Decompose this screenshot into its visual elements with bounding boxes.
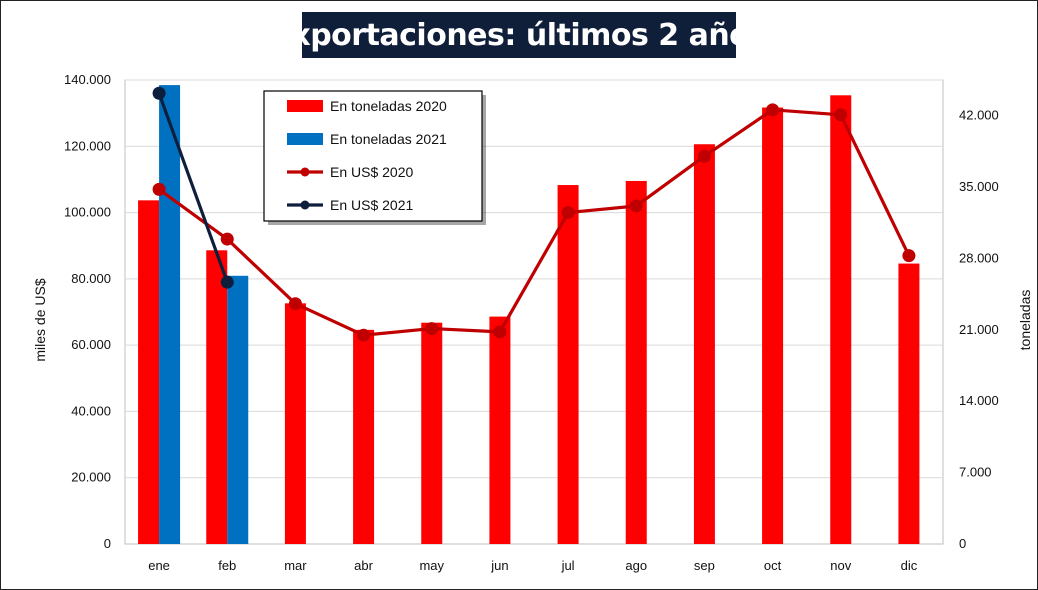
bars-group xyxy=(138,85,920,545)
lines-group xyxy=(152,86,916,342)
x-tick-label: may xyxy=(419,558,444,573)
y-left-tick-label: 40.000 xyxy=(71,403,111,418)
legend-label: En toneladas 2021 xyxy=(330,131,447,147)
line-point xyxy=(493,325,507,339)
bar xyxy=(693,144,715,544)
y-left-tick-label: 20.000 xyxy=(71,470,111,485)
bar xyxy=(159,85,181,544)
y-right-tick-label: 35.000 xyxy=(959,179,999,194)
x-tick-label: ago xyxy=(625,558,647,573)
left-axis-ticks: 0 20.000 40.000 60.000 80.000 100.000 120.000 1… xyxy=(64,72,111,551)
y-left-tick-label: 100.000 xyxy=(64,205,111,220)
x-tick-label: feb xyxy=(218,558,236,573)
right-axis-title: toneladas xyxy=(1017,290,1033,351)
line-point xyxy=(834,108,848,122)
legend-marker xyxy=(300,167,310,177)
line-point xyxy=(220,232,234,246)
bar xyxy=(227,275,249,544)
y-right-tick-label: 42.000 xyxy=(959,108,999,123)
bar xyxy=(762,107,784,545)
y-right-tick-label: 14.000 xyxy=(959,393,999,408)
line-point xyxy=(288,297,302,311)
x-tick-label: dic xyxy=(901,558,918,573)
bar xyxy=(138,200,160,545)
gridlines xyxy=(125,79,943,479)
legend-label: En US$ 2020 xyxy=(330,164,413,180)
x-tick-label: mar xyxy=(284,558,307,573)
x-tick-label: jul xyxy=(561,558,575,573)
bar xyxy=(625,180,647,544)
bar xyxy=(898,263,920,544)
legend-box xyxy=(263,90,483,222)
y-right-tick-label: 28.000 xyxy=(959,250,999,265)
x-tick-label: sep xyxy=(694,558,715,573)
bar xyxy=(489,316,511,544)
y-left-tick-label: 60.000 xyxy=(71,337,111,352)
series-line xyxy=(157,92,229,283)
x-tick-label: jun xyxy=(490,558,508,573)
legend-swatch xyxy=(287,100,323,112)
line-point xyxy=(220,275,234,289)
y-right-tick-label: 7.000 xyxy=(959,465,992,480)
line-point xyxy=(629,199,643,213)
x-tick-label: ene xyxy=(148,558,170,573)
y-left-tick-label: 140.000 xyxy=(64,72,111,87)
chart-title: Exportaciones: últimos 2 años xyxy=(271,12,767,58)
legend-label: En US$ 2021 xyxy=(330,197,413,213)
line-point xyxy=(357,328,371,342)
y-right-tick-label: 21.000 xyxy=(959,322,999,337)
y-left-tick-label: 0 xyxy=(104,536,111,551)
x-axis-ticks: ene feb mar abr may jun jul ago sep oct nov dic xyxy=(148,558,917,573)
line-point xyxy=(766,103,780,117)
bar xyxy=(284,303,306,544)
left-axis-title: miles de US$ xyxy=(32,278,48,361)
series-line xyxy=(158,108,911,337)
bar xyxy=(557,185,579,545)
y-right-tick-label: 0 xyxy=(959,536,966,551)
x-tick-label: abr xyxy=(354,558,373,573)
bar xyxy=(353,329,375,544)
bar xyxy=(421,322,443,544)
legend-marker xyxy=(300,200,310,210)
legend: En toneladas 2020 En toneladas 2021 En US$… xyxy=(263,90,486,225)
line-point xyxy=(561,206,575,220)
line-point xyxy=(697,149,711,163)
y-left-tick-label: 80.000 xyxy=(71,271,111,286)
y-left-tick-label: 120.000 xyxy=(64,138,111,153)
line-point xyxy=(902,249,916,263)
legend-label: En toneladas 2020 xyxy=(330,98,447,114)
x-tick-label: oct xyxy=(764,558,782,573)
legend-swatch xyxy=(287,133,323,145)
line-point xyxy=(152,86,166,100)
bar xyxy=(206,250,228,545)
line-point xyxy=(152,182,166,196)
bar xyxy=(830,95,852,545)
right-axis-ticks: 0 7.000 14.000 21.000 28.000 35.000 42.000 xyxy=(959,108,999,551)
x-tick-label: nov xyxy=(830,558,851,573)
line-point xyxy=(425,322,439,336)
